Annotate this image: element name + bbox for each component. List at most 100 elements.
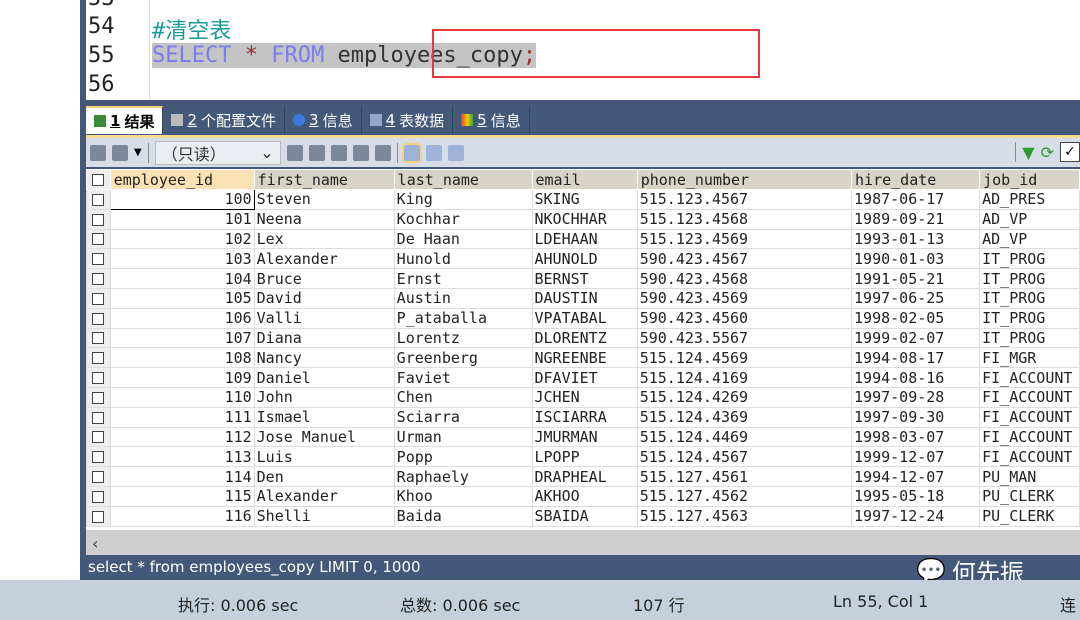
cell-first-name[interactable]: Diana	[253, 327, 395, 349]
cell-job-id[interactable]: AD_VP	[979, 208, 1080, 230]
cell-hire-date[interactable]: 1995-05-18	[851, 485, 981, 507]
cell-employee-id[interactable]: 115	[109, 485, 255, 507]
table-row[interactable]: 103 Alexander Hunold AHUNOLD 590.423.4567 199…	[86, 248, 1080, 270]
cell-email[interactable]: NGREENBE	[531, 347, 638, 369]
cell-phone-number[interactable]: 590.423.5567	[636, 327, 853, 349]
cell-employee-id[interactable]: 103	[109, 248, 255, 270]
cell-phone-number[interactable]: 515.124.4369	[636, 406, 853, 428]
cell-employee-id[interactable]: 100	[109, 189, 255, 210]
row-checkbox[interactable]	[86, 268, 111, 289]
table-row[interactable]: 110 John Chen JCHEN 515.124.4269 1997-09-28 FI…	[86, 386, 1080, 408]
table-row[interactable]: 106 Valli P_ataballa VPATABAL 590.423.4560 19…	[86, 307, 1080, 329]
cell-email[interactable]: DFAVIET	[531, 367, 638, 388]
cell-first-name[interactable]: John	[253, 386, 395, 408]
cell-email[interactable]: AHUNOLD	[531, 248, 638, 270]
cell-hire-date[interactable]: 1999-12-07	[851, 446, 981, 468]
row-checkbox[interactable]	[86, 367, 111, 388]
cell-employee-id[interactable]: 105	[109, 287, 255, 309]
tab-info-2[interactable]: 5 信息	[453, 106, 530, 134]
filter-icon[interactable]: ▼	[1022, 142, 1035, 162]
cell-employee-id[interactable]: 116	[109, 505, 255, 527]
cell-phone-number[interactable]: 515.124.4269	[636, 386, 853, 408]
cancel-icon[interactable]	[374, 144, 391, 161]
text-view-icon[interactable]	[447, 144, 464, 161]
table-row[interactable]: 109 Daniel Faviet DFAVIET 515.124.4169 1994-0…	[86, 367, 1080, 388]
cell-phone-number[interactable]: 515.127.4563	[636, 505, 853, 527]
cell-first-name[interactable]: Daniel	[253, 367, 395, 388]
row-checkbox[interactable]	[86, 446, 111, 468]
column-header-phone-number[interactable]: phone_number	[636, 169, 853, 190]
cell-first-name[interactable]: Lex	[253, 228, 395, 250]
cell-hire-date[interactable]: 1994-12-07	[851, 466, 981, 487]
row-checkbox[interactable]	[86, 189, 111, 210]
cell-email[interactable]: DAUSTIN	[531, 287, 638, 309]
cell-last-name[interactable]: Chen	[393, 386, 533, 408]
cell-email[interactable]: LPOPP	[531, 446, 638, 468]
cell-first-name[interactable]: Ismael	[253, 406, 395, 428]
cell-job-id[interactable]: IT_PROG	[979, 287, 1080, 309]
column-header-email[interactable]: email	[531, 169, 638, 190]
cell-employee-id[interactable]: 101	[109, 208, 255, 230]
add-row-icon[interactable]	[90, 144, 106, 161]
cell-job-id[interactable]: PU_CLERK	[979, 505, 1080, 527]
cell-first-name[interactable]: Valli	[253, 307, 395, 329]
dropdown-arrow-icon[interactable]: ▼	[134, 147, 142, 158]
cell-last-name[interactable]: De Haan	[393, 228, 533, 250]
cell-first-name[interactable]: Nancy	[253, 347, 395, 369]
cell-phone-number[interactable]: 515.124.4567	[636, 446, 853, 468]
cell-employee-id[interactable]: 110	[109, 386, 255, 408]
cell-job-id[interactable]: FI_ACCOUNT	[979, 386, 1080, 408]
cell-phone-number[interactable]: 590.423.4560	[636, 307, 853, 329]
cell-employee-id[interactable]: 111	[109, 406, 255, 428]
row-checkbox[interactable]	[86, 228, 111, 250]
cell-job-id[interactable]: IT_PROG	[979, 307, 1080, 329]
row-checkbox[interactable]	[86, 208, 111, 230]
cell-employee-id[interactable]: 102	[109, 228, 255, 250]
cell-last-name[interactable]: Baida	[393, 505, 533, 527]
row-checkbox[interactable]	[86, 406, 111, 428]
table-row[interactable]: 111 Ismael Sciarra ISCIARRA 515.124.4369 1997…	[86, 406, 1080, 428]
row-checkbox[interactable]	[86, 347, 111, 369]
cell-last-name[interactable]: Austin	[393, 287, 533, 309]
cell-phone-number[interactable]: 515.123.4569	[636, 228, 853, 250]
cell-email[interactable]: SBAIDA	[531, 505, 638, 527]
duplicate-row-icon[interactable]	[308, 144, 325, 161]
cell-phone-number[interactable]: 515.127.4561	[636, 466, 853, 487]
cell-employee-id[interactable]: 109	[109, 367, 255, 388]
cell-first-name[interactable]: David	[253, 287, 395, 309]
table-row[interactable]: 115 Alexander Khoo AKHOO 515.127.4562 1995-05…	[86, 485, 1080, 507]
selected-sql-line[interactable]: SELECT * FROM employees_copy;	[152, 43, 537, 68]
row-checkbox[interactable]	[86, 386, 111, 408]
tab-results[interactable]: 1 结果	[86, 106, 164, 134]
cell-first-name[interactable]: Luis	[253, 446, 395, 468]
cell-first-name[interactable]: Alexander	[253, 485, 395, 507]
column-header-first-name[interactable]: first_name	[253, 169, 395, 190]
cell-hire-date[interactable]: 1997-09-28	[851, 386, 981, 408]
row-checkbox[interactable]	[86, 307, 111, 329]
cell-job-id[interactable]: FI_ACCOUNT	[979, 406, 1080, 428]
cell-job-id[interactable]: PU_CLERK	[979, 485, 1080, 507]
cell-email[interactable]: DLORENTZ	[531, 327, 638, 349]
cell-email[interactable]: JMURMAN	[531, 426, 638, 448]
cell-first-name[interactable]: Neena	[253, 208, 395, 230]
cell-last-name[interactable]: Faviet	[393, 367, 533, 388]
cell-hire-date[interactable]: 1987-06-17	[851, 189, 981, 210]
cell-phone-number[interactable]: 515.123.4568	[636, 208, 853, 230]
cell-first-name[interactable]: Alexander	[253, 248, 395, 270]
sql-editor[interactable]: 53 54 55 56 #清空表 SELECT * FROM employees…	[86, 0, 1080, 100]
row-checkbox[interactable]	[86, 248, 111, 270]
cell-phone-number[interactable]: 515.124.4569	[636, 347, 853, 369]
cell-email[interactable]: SKING	[531, 189, 638, 210]
table-row[interactable]: 107 Diana Lorentz DLORENTZ 590.423.5567 1999-…	[86, 327, 1080, 349]
cell-last-name[interactable]: Greenberg	[393, 347, 533, 369]
table-row[interactable]: 112 Jose Manuel Urman JMURMAN 515.124.4469 19…	[86, 426, 1080, 448]
cell-first-name[interactable]: Bruce	[253, 268, 395, 289]
cell-last-name[interactable]: Sciarra	[393, 406, 533, 428]
cell-hire-date[interactable]: 1999-02-07	[851, 327, 981, 349]
limit-checkbox[interactable]: ✓	[1060, 142, 1080, 162]
cell-job-id[interactable]: PU_MAN	[979, 466, 1080, 487]
column-header-employee-id[interactable]: employee_id	[109, 169, 255, 190]
select-all-checkbox[interactable]	[86, 169, 111, 190]
cell-hire-date[interactable]: 1997-12-24	[851, 505, 981, 527]
table-row[interactable]: 101 Neena Kochhar NKOCHHAR 515.123.4568 1989-…	[86, 208, 1080, 230]
